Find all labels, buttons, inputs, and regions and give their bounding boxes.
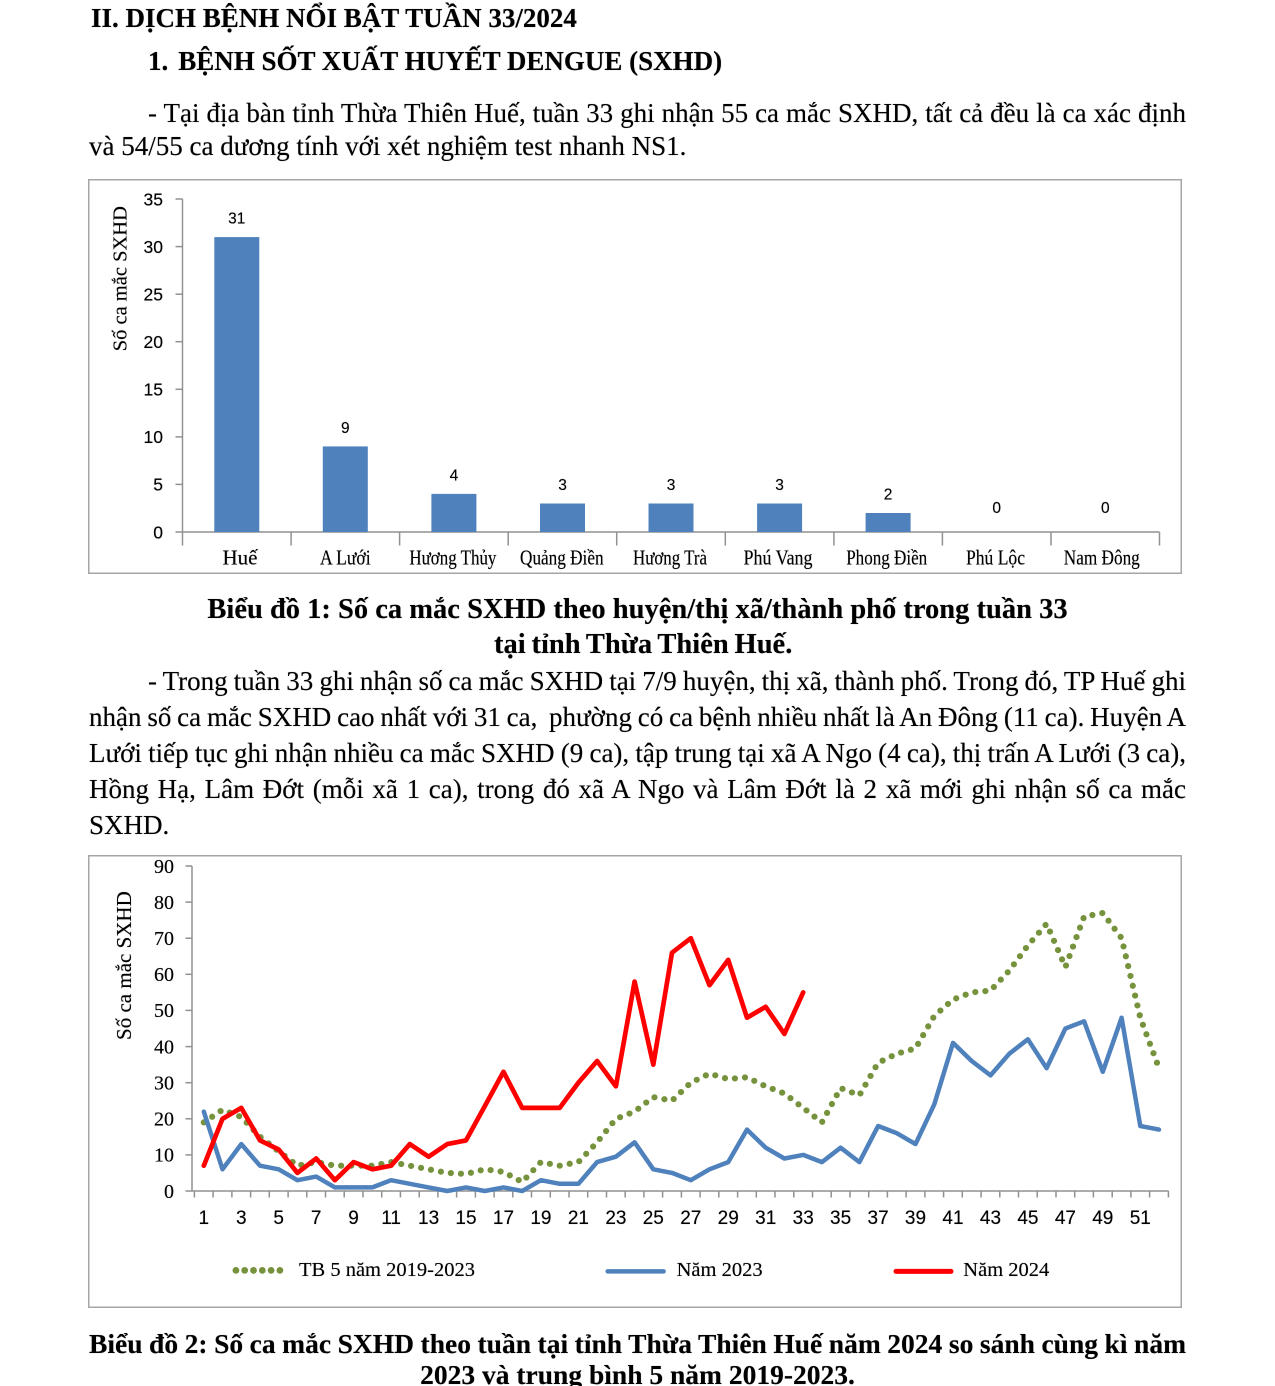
svg-text:7: 7 bbox=[311, 1208, 322, 1229]
svg-text:5: 5 bbox=[153, 475, 163, 495]
svg-text:11: 11 bbox=[381, 1208, 401, 1229]
svg-text:31: 31 bbox=[228, 211, 245, 228]
svg-text:47: 47 bbox=[1055, 1208, 1076, 1229]
svg-text:2: 2 bbox=[884, 487, 893, 504]
svg-text:40: 40 bbox=[154, 1036, 174, 1058]
svg-text:Hương Thủy: Hương Thủy bbox=[409, 545, 496, 569]
svg-text:51: 51 bbox=[1130, 1208, 1151, 1229]
svg-text:3: 3 bbox=[236, 1208, 247, 1229]
svg-text:0: 0 bbox=[153, 522, 163, 542]
svg-text:80: 80 bbox=[154, 892, 174, 914]
svg-text:Huế: Huế bbox=[223, 545, 259, 569]
svg-text:9: 9 bbox=[348, 1208, 359, 1229]
svg-text:Năm 2023: Năm 2023 bbox=[677, 1259, 763, 1281]
svg-text:39: 39 bbox=[905, 1208, 926, 1229]
svg-text:3: 3 bbox=[667, 477, 676, 494]
svg-text:Hương Trà: Hương Trà bbox=[633, 545, 708, 569]
svg-text:20: 20 bbox=[154, 1109, 174, 1131]
svg-text:Phú Vang: Phú Vang bbox=[744, 545, 813, 569]
svg-text:50: 50 bbox=[154, 1000, 174, 1022]
svg-text:13: 13 bbox=[418, 1208, 439, 1229]
svg-text:Số ca mắc SXHD: Số ca mắc SXHD bbox=[110, 206, 132, 351]
svg-text:5: 5 bbox=[273, 1208, 284, 1229]
svg-text:10: 10 bbox=[144, 427, 164, 447]
svg-text:41: 41 bbox=[942, 1208, 963, 1229]
svg-text:23: 23 bbox=[605, 1208, 626, 1229]
svg-text:20: 20 bbox=[144, 332, 164, 352]
svg-text:25: 25 bbox=[144, 285, 163, 305]
svg-text:4: 4 bbox=[450, 467, 459, 484]
svg-text:37: 37 bbox=[868, 1208, 889, 1229]
svg-text:Phú Lộc: Phú Lộc bbox=[966, 545, 1025, 569]
svg-text:TB 5 năm 2019-2023: TB 5 năm 2019-2023 bbox=[299, 1259, 475, 1281]
svg-text:A Lưới: A Lưới bbox=[320, 545, 371, 569]
svg-text:33: 33 bbox=[793, 1208, 814, 1229]
svg-text:35: 35 bbox=[144, 189, 163, 209]
svg-text:10: 10 bbox=[154, 1145, 174, 1167]
svg-text:9: 9 bbox=[341, 420, 350, 437]
svg-text:35: 35 bbox=[830, 1208, 851, 1229]
svg-text:43: 43 bbox=[980, 1208, 1001, 1229]
svg-text:19: 19 bbox=[530, 1208, 551, 1229]
svg-text:49: 49 bbox=[1092, 1208, 1113, 1229]
svg-text:0: 0 bbox=[1101, 500, 1110, 517]
svg-text:Quảng Điền: Quảng Điền bbox=[520, 545, 604, 569]
svg-text:31: 31 bbox=[755, 1208, 776, 1229]
svg-text:90: 90 bbox=[154, 856, 174, 878]
svg-text:Số ca mắc SXHD: Số ca mắc SXHD bbox=[112, 891, 136, 1040]
svg-text:60: 60 bbox=[154, 964, 174, 986]
svg-text:Năm 2024: Năm 2024 bbox=[963, 1259, 1049, 1281]
svg-text:25: 25 bbox=[643, 1208, 664, 1229]
svg-text:0: 0 bbox=[164, 1181, 174, 1203]
svg-text:45: 45 bbox=[1017, 1208, 1038, 1229]
svg-text:15: 15 bbox=[144, 380, 163, 400]
svg-text:3: 3 bbox=[558, 477, 567, 494]
svg-text:0: 0 bbox=[992, 500, 1001, 517]
svg-text:Phong Điền: Phong Điền bbox=[846, 545, 927, 569]
svg-text:29: 29 bbox=[718, 1208, 739, 1229]
svg-text:Nam Đông: Nam Đông bbox=[1064, 545, 1140, 569]
svg-text:17: 17 bbox=[493, 1208, 514, 1229]
svg-text:3: 3 bbox=[775, 477, 784, 494]
svg-text:27: 27 bbox=[680, 1208, 701, 1229]
svg-text:1: 1 bbox=[199, 1208, 210, 1229]
svg-text:70: 70 bbox=[154, 928, 174, 950]
svg-text:30: 30 bbox=[144, 237, 164, 257]
svg-text:30: 30 bbox=[154, 1073, 174, 1095]
svg-text:21: 21 bbox=[568, 1208, 589, 1229]
svg-text:15: 15 bbox=[455, 1208, 476, 1229]
